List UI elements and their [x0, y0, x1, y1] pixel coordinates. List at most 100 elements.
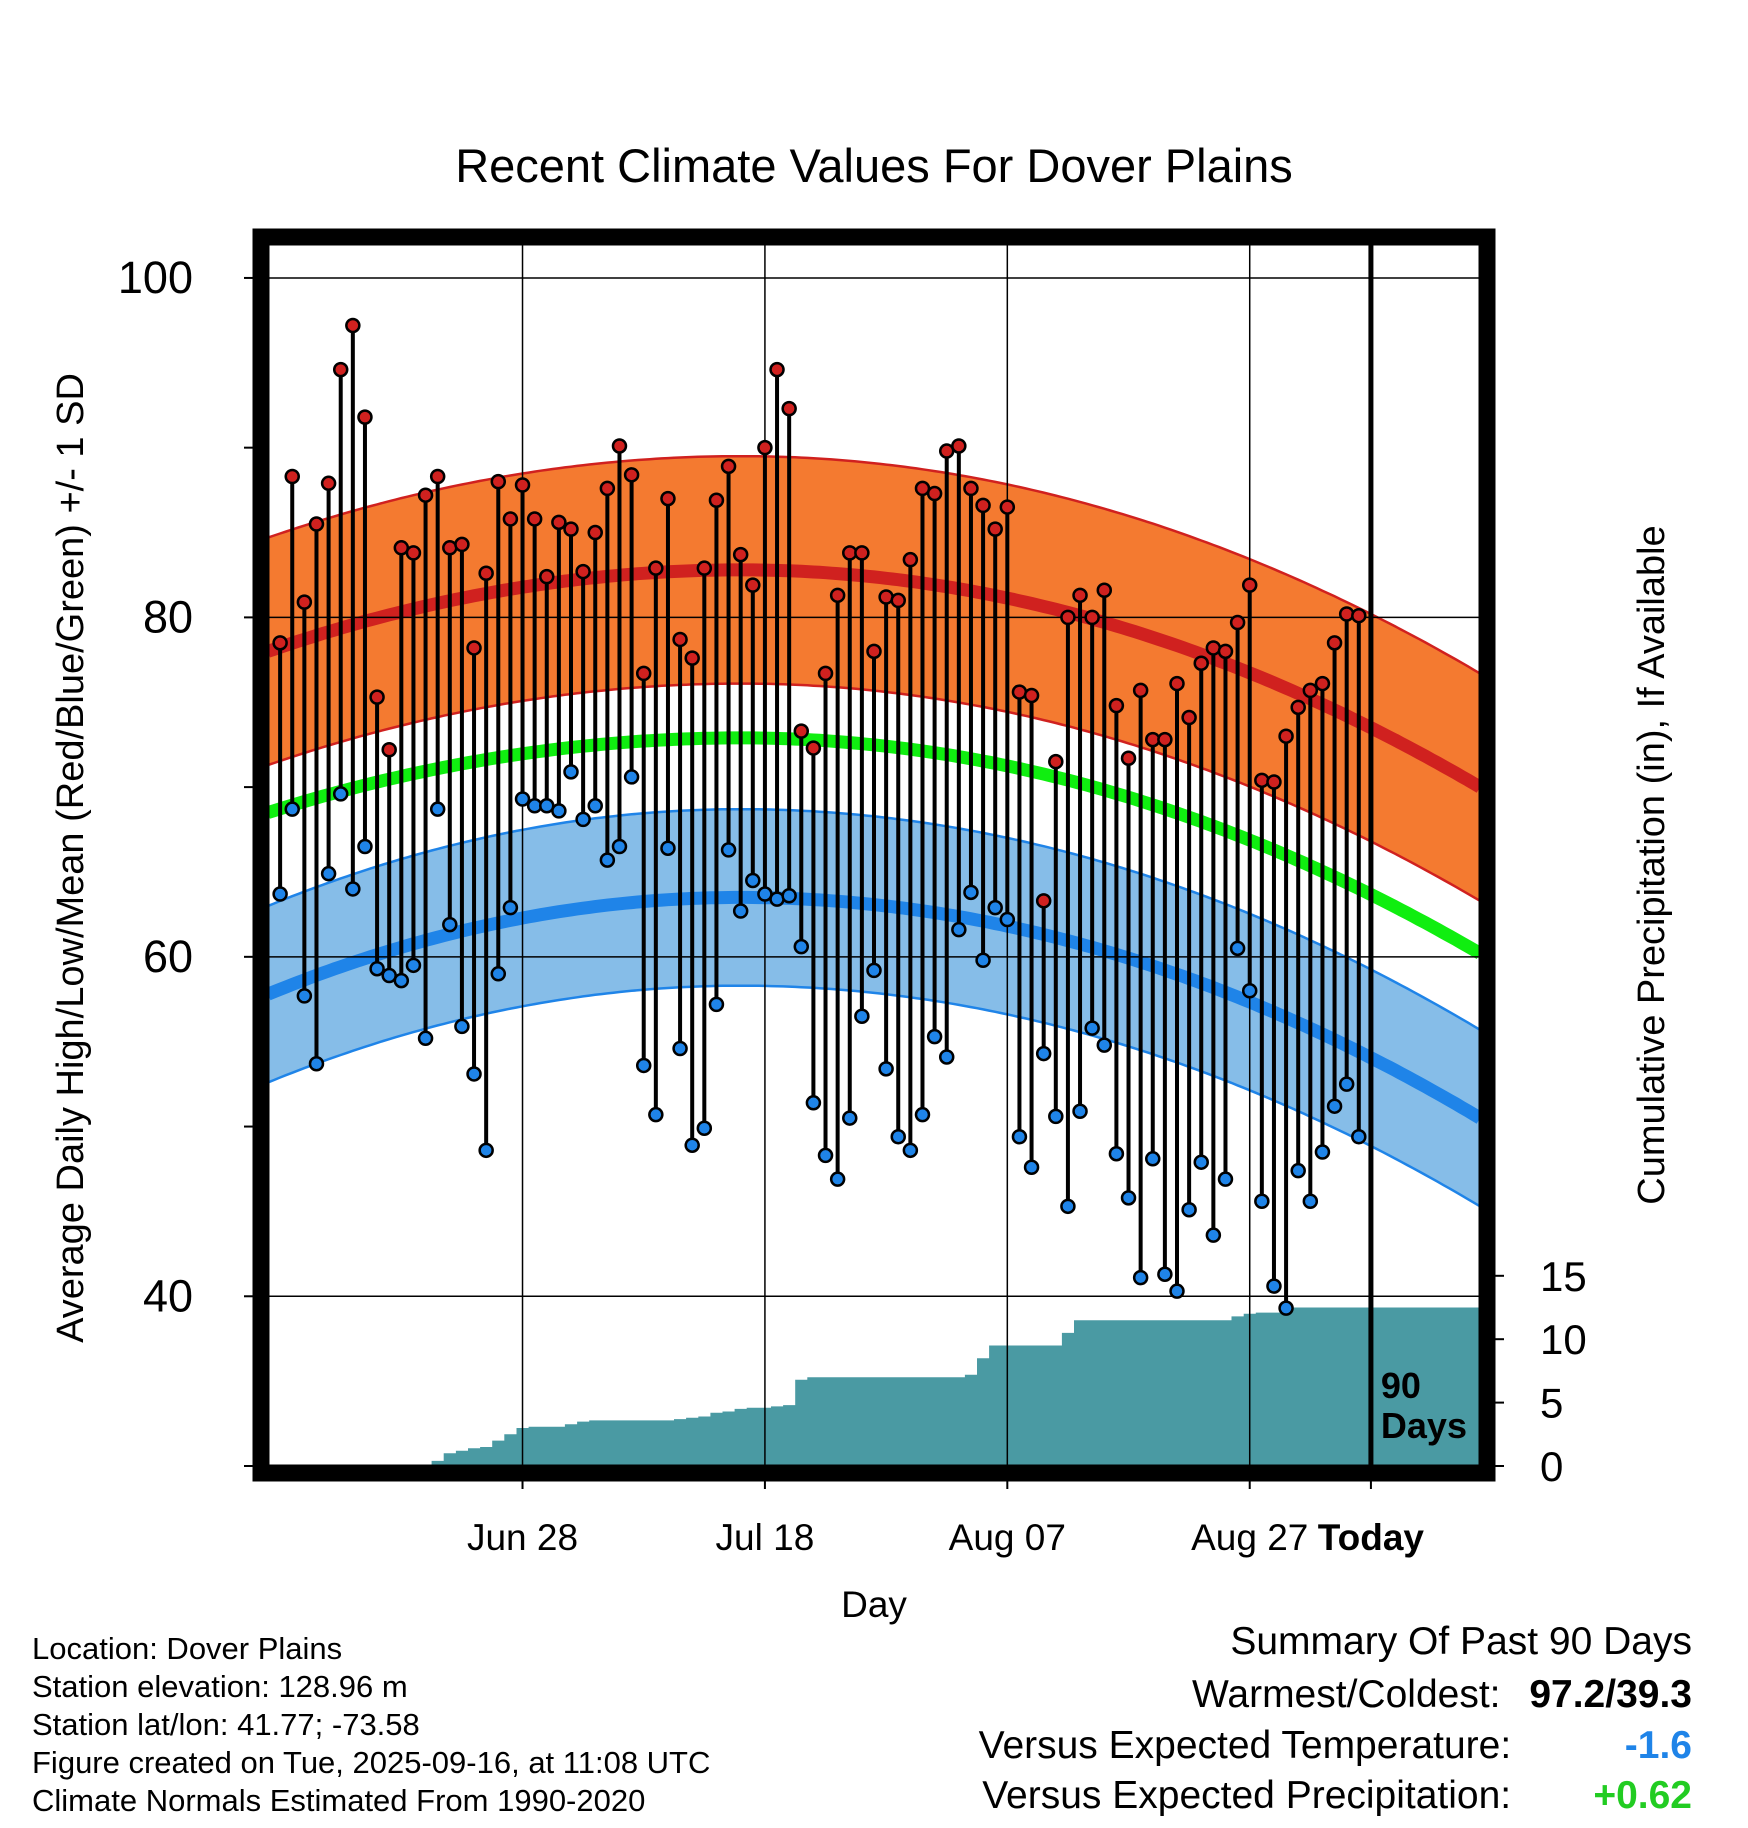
high-point — [1023, 687, 1040, 704]
low-point — [1181, 1201, 1197, 1218]
high-point — [829, 587, 846, 604]
high-point — [781, 400, 797, 417]
high-point — [890, 592, 906, 609]
precip-value: +0.62 — [1593, 1774, 1692, 1817]
low-point — [1169, 1283, 1185, 1299]
high-point — [951, 438, 967, 454]
high-point — [526, 511, 543, 527]
high-point — [575, 563, 591, 580]
high-point — [405, 545, 422, 561]
footer-created: Figure created on Tue, 2025-09-16, at 11… — [32, 1745, 711, 1780]
summary-precipitation: Versus Expected Precipitation: +0.62 — [982, 1774, 1692, 1818]
high-point — [1072, 587, 1088, 604]
low-point — [829, 1171, 846, 1187]
daily-stems — [278, 325, 1361, 1309]
high-point — [1132, 682, 1149, 699]
low-point — [1290, 1162, 1306, 1179]
low-point — [708, 996, 725, 1013]
y2-tick-label: 15 — [1540, 1253, 1587, 1300]
low-point — [1060, 1198, 1076, 1215]
low-point — [405, 957, 422, 974]
low-point — [1157, 1266, 1173, 1282]
high-point — [1314, 675, 1331, 692]
temp-value: -1.6 — [1624, 1724, 1692, 1767]
high-point — [320, 475, 337, 492]
high-point — [1266, 774, 1282, 790]
high-point — [708, 492, 725, 509]
high-point — [660, 490, 676, 507]
high-point — [1181, 709, 1197, 726]
low-point — [1314, 1144, 1331, 1160]
low-point — [805, 1095, 822, 1111]
high-point — [478, 565, 494, 582]
high-point — [369, 689, 385, 705]
high-point — [466, 640, 482, 656]
high-point — [805, 740, 822, 756]
plot-border — [252, 228, 1496, 1482]
low-point — [1048, 1108, 1064, 1125]
high-point — [987, 521, 1003, 537]
low-point — [648, 1106, 664, 1123]
low-point — [611, 838, 628, 855]
low-point — [563, 764, 579, 780]
high-point — [684, 650, 700, 666]
high-point — [745, 577, 761, 593]
low-sd-band-lower-edge — [267, 984, 1481, 1208]
y2-tick-label: 0 — [1540, 1443, 1563, 1490]
low-point — [1132, 1269, 1149, 1286]
high-point — [672, 631, 688, 648]
precipitation-area — [274, 1307, 1481, 1466]
y-tick-label: 100 — [118, 252, 193, 303]
high-point — [1326, 635, 1343, 651]
high-point — [417, 487, 434, 503]
high-point — [902, 551, 919, 568]
precip-fill — [274, 1307, 1481, 1466]
low-point — [429, 801, 446, 817]
high-point — [381, 742, 397, 758]
high-point — [623, 467, 640, 483]
high-point — [490, 473, 507, 490]
precip-label: Versus Expected Precipitation: — [982, 1774, 1512, 1817]
high-point — [296, 594, 313, 610]
low-point — [490, 966, 507, 982]
low-point — [975, 952, 991, 968]
low-point — [1205, 1227, 1222, 1243]
high-point — [1241, 577, 1258, 593]
low-point — [357, 838, 373, 855]
high-point — [272, 635, 288, 651]
high-point — [757, 439, 773, 456]
low-point — [938, 1049, 955, 1065]
high-point — [563, 521, 579, 537]
high-point — [866, 643, 882, 660]
low-point — [745, 872, 761, 889]
high-point — [1193, 655, 1209, 671]
high-point — [345, 317, 361, 334]
low-point — [1072, 1103, 1088, 1120]
high-point — [1338, 606, 1355, 622]
high-point — [1217, 643, 1234, 660]
y-tick-label: 40 — [143, 1270, 193, 1321]
low-point — [1338, 1076, 1355, 1092]
low-point — [926, 1028, 943, 1045]
high-point — [587, 524, 603, 541]
y2-tick-label: 10 — [1540, 1316, 1587, 1363]
low-point — [1229, 940, 1246, 957]
summary-heading: Summary Of Past 90 Days — [1230, 1620, 1692, 1663]
low-point — [1302, 1193, 1319, 1209]
low-point — [732, 903, 749, 919]
low-point — [1120, 1190, 1137, 1206]
high-sd-band-upper-edge — [267, 454, 1481, 675]
high-point — [817, 665, 834, 682]
footer-latlon: Station lat/lon: 41.77; -73.58 — [32, 1707, 420, 1742]
low-point — [623, 769, 640, 785]
low-point — [842, 1110, 858, 1126]
x-tick-label: Today — [1318, 1517, 1425, 1558]
low-point — [1254, 1193, 1270, 1209]
high-point — [611, 438, 628, 454]
high-point — [1035, 893, 1052, 909]
low-point — [890, 1128, 906, 1145]
low-point — [720, 842, 737, 858]
low-point — [1217, 1171, 1234, 1187]
y-axis-title: Average Daily High/Low/Mean (Red/Blue/Gr… — [50, 373, 92, 1343]
low-point — [1108, 1145, 1125, 1162]
